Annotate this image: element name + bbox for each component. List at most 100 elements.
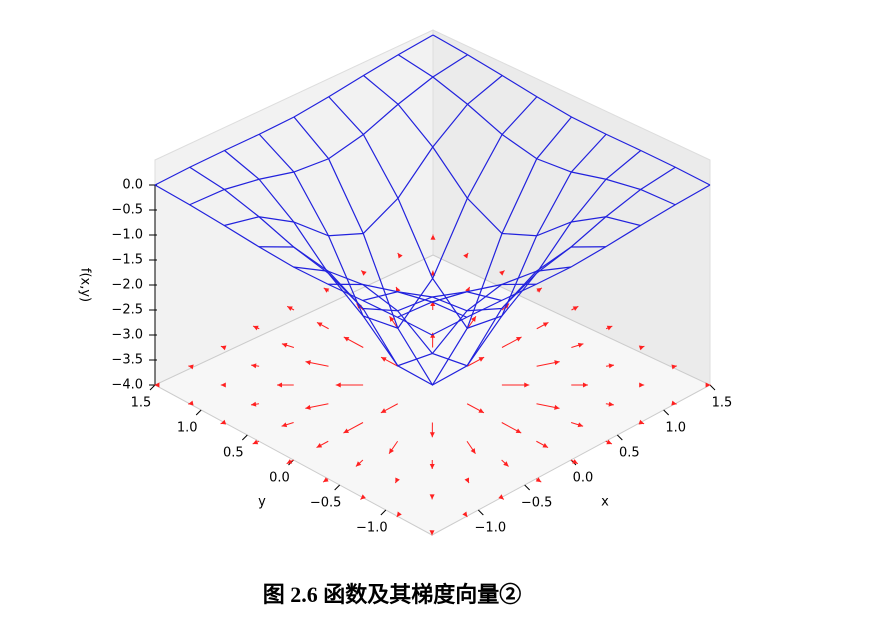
z-tick-label: −1.5 <box>111 253 143 268</box>
gradient-arrow <box>188 400 194 406</box>
arrow-head <box>397 252 403 259</box>
gradient-arrow <box>466 316 477 330</box>
arrow-head <box>542 322 549 328</box>
arrow-head <box>572 459 578 464</box>
arrow-head <box>577 422 584 428</box>
gradient-arrow <box>323 287 330 293</box>
y-axis-label: y <box>258 495 266 510</box>
arrow-head <box>252 439 259 445</box>
arrow-head <box>220 382 226 388</box>
arrow-head <box>430 234 436 240</box>
y-tick <box>334 484 341 491</box>
gradient-arrow <box>463 252 469 259</box>
z-tick-label: −0.5 <box>111 203 143 218</box>
wire-line <box>397 166 676 318</box>
wire-line <box>431 184 711 336</box>
gradient-arrow <box>571 382 588 388</box>
arrow-head <box>535 477 542 483</box>
gradient-arrow <box>251 363 260 369</box>
arrow-head <box>478 357 485 362</box>
gradient-arrow <box>396 511 402 518</box>
arrow-head <box>429 432 435 438</box>
arrow-head <box>463 252 469 259</box>
x-tick-label: 1.5 <box>712 396 733 411</box>
x-tick-label: −0.5 <box>521 496 553 511</box>
gradient-arrow <box>429 494 435 500</box>
gradient-arrow <box>536 287 543 293</box>
wire-line <box>293 116 572 386</box>
x-tick <box>709 384 716 391</box>
gradient-arrow <box>154 382 160 388</box>
arrow-head <box>430 300 436 306</box>
arrow-head <box>429 530 435 536</box>
arrow-head <box>343 336 350 342</box>
gradient-arrow <box>316 440 329 449</box>
arrow-head <box>471 316 476 322</box>
gradient-arrow <box>536 440 549 449</box>
gradient-arrow <box>466 403 485 414</box>
arrow-head <box>554 360 560 366</box>
gradient-arrow <box>467 356 485 367</box>
gradient-arrow <box>316 321 329 330</box>
gradient-arrow <box>281 342 295 348</box>
arrow-head <box>281 422 288 428</box>
gradient-arrow <box>394 477 400 484</box>
arrow-head <box>355 461 362 467</box>
gradient-arrow <box>388 440 399 454</box>
gradient-arrow <box>430 234 436 240</box>
arrow-head <box>316 322 323 328</box>
arrow-head <box>639 382 645 388</box>
gradient-arrow <box>380 403 398 414</box>
gradient-arrow <box>571 342 584 348</box>
arrow-head <box>638 419 645 425</box>
arrow-head <box>524 382 530 388</box>
plot-area: −1.0 −0.5 0.0 0.5 1.0 1.5 −1.0 −0.5 0.0 0.5 1.0 1.5… <box>78 34 733 536</box>
gradient-arrow <box>671 400 677 406</box>
gradient-arrow <box>252 325 260 331</box>
arrow-head <box>287 306 293 311</box>
gradient-arrow <box>397 252 403 259</box>
gradient-arrow <box>252 439 260 445</box>
gradient-arrow <box>360 494 366 500</box>
gradient-arrow <box>462 511 468 518</box>
arrow-head <box>671 364 677 370</box>
arrow-head <box>638 345 645 351</box>
gradient-arrow <box>286 305 295 311</box>
arrow-head <box>323 477 329 483</box>
z-tick-label: −2.0 <box>111 278 143 293</box>
arrow-head <box>316 442 323 448</box>
z-tick-label: −1.0 <box>111 228 143 243</box>
x-tick <box>524 484 531 491</box>
arrow-head <box>281 342 288 348</box>
caption: 图 2.6 函数及其梯度向量② <box>263 582 522 607</box>
gradient-arrow <box>501 382 530 388</box>
gradient-arrow <box>571 305 579 311</box>
arrow-head <box>606 325 613 331</box>
gradient-arrow <box>498 494 505 500</box>
y-tick <box>380 509 387 516</box>
gradient-arrow <box>501 459 509 467</box>
wire-line <box>328 133 607 367</box>
gradient-arrow <box>605 325 613 331</box>
gradient-arrow <box>570 459 579 465</box>
arrow-head <box>277 382 283 388</box>
x-tick <box>663 409 670 416</box>
arrow-head <box>389 448 394 454</box>
x-tick-label: 1.0 <box>665 421 686 436</box>
arrow-head <box>671 400 677 406</box>
arrow-head <box>389 316 395 322</box>
z-tick-label: −4.0 <box>111 378 143 393</box>
arrow-head <box>251 401 257 407</box>
arrow-head <box>395 477 400 484</box>
arrow-head <box>380 408 387 413</box>
x-tick <box>616 434 623 441</box>
arrow-head <box>608 363 614 369</box>
arrow-head <box>577 342 584 348</box>
wire-line <box>362 150 642 312</box>
gradient-arrow <box>220 419 227 425</box>
arrow-head <box>498 494 504 500</box>
gradient-arrow <box>220 382 226 388</box>
gradient-arrow <box>671 364 677 370</box>
gradient-arrow <box>250 401 260 407</box>
